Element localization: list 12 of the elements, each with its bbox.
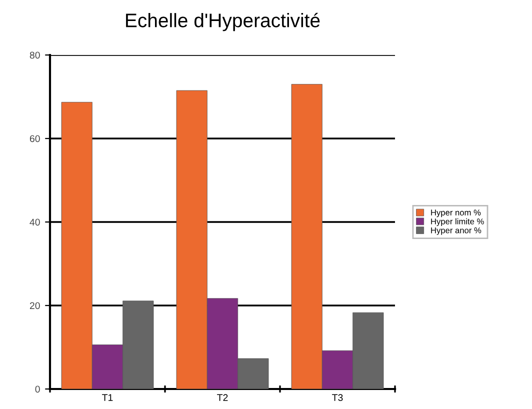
y-tick-label: 20: [30, 302, 40, 310]
y-tick-label: 0: [35, 386, 40, 393]
x-tick-label: T1: [102, 394, 113, 401]
legend-label: Hyper limite %: [431, 218, 484, 226]
x-tick-label: T3: [332, 394, 343, 401]
x-tick-label: T2: [217, 394, 228, 401]
chart-title: Echelle d'Hyperactivité: [126, 12, 320, 32]
y-tick-label: 40: [30, 218, 40, 226]
legend-label: Hyper anor %: [431, 227, 482, 235]
y-tick-label: 60: [30, 135, 40, 142]
y-tick-label: 80: [30, 52, 40, 59]
legend-label: Hyper nom %: [431, 210, 481, 218]
